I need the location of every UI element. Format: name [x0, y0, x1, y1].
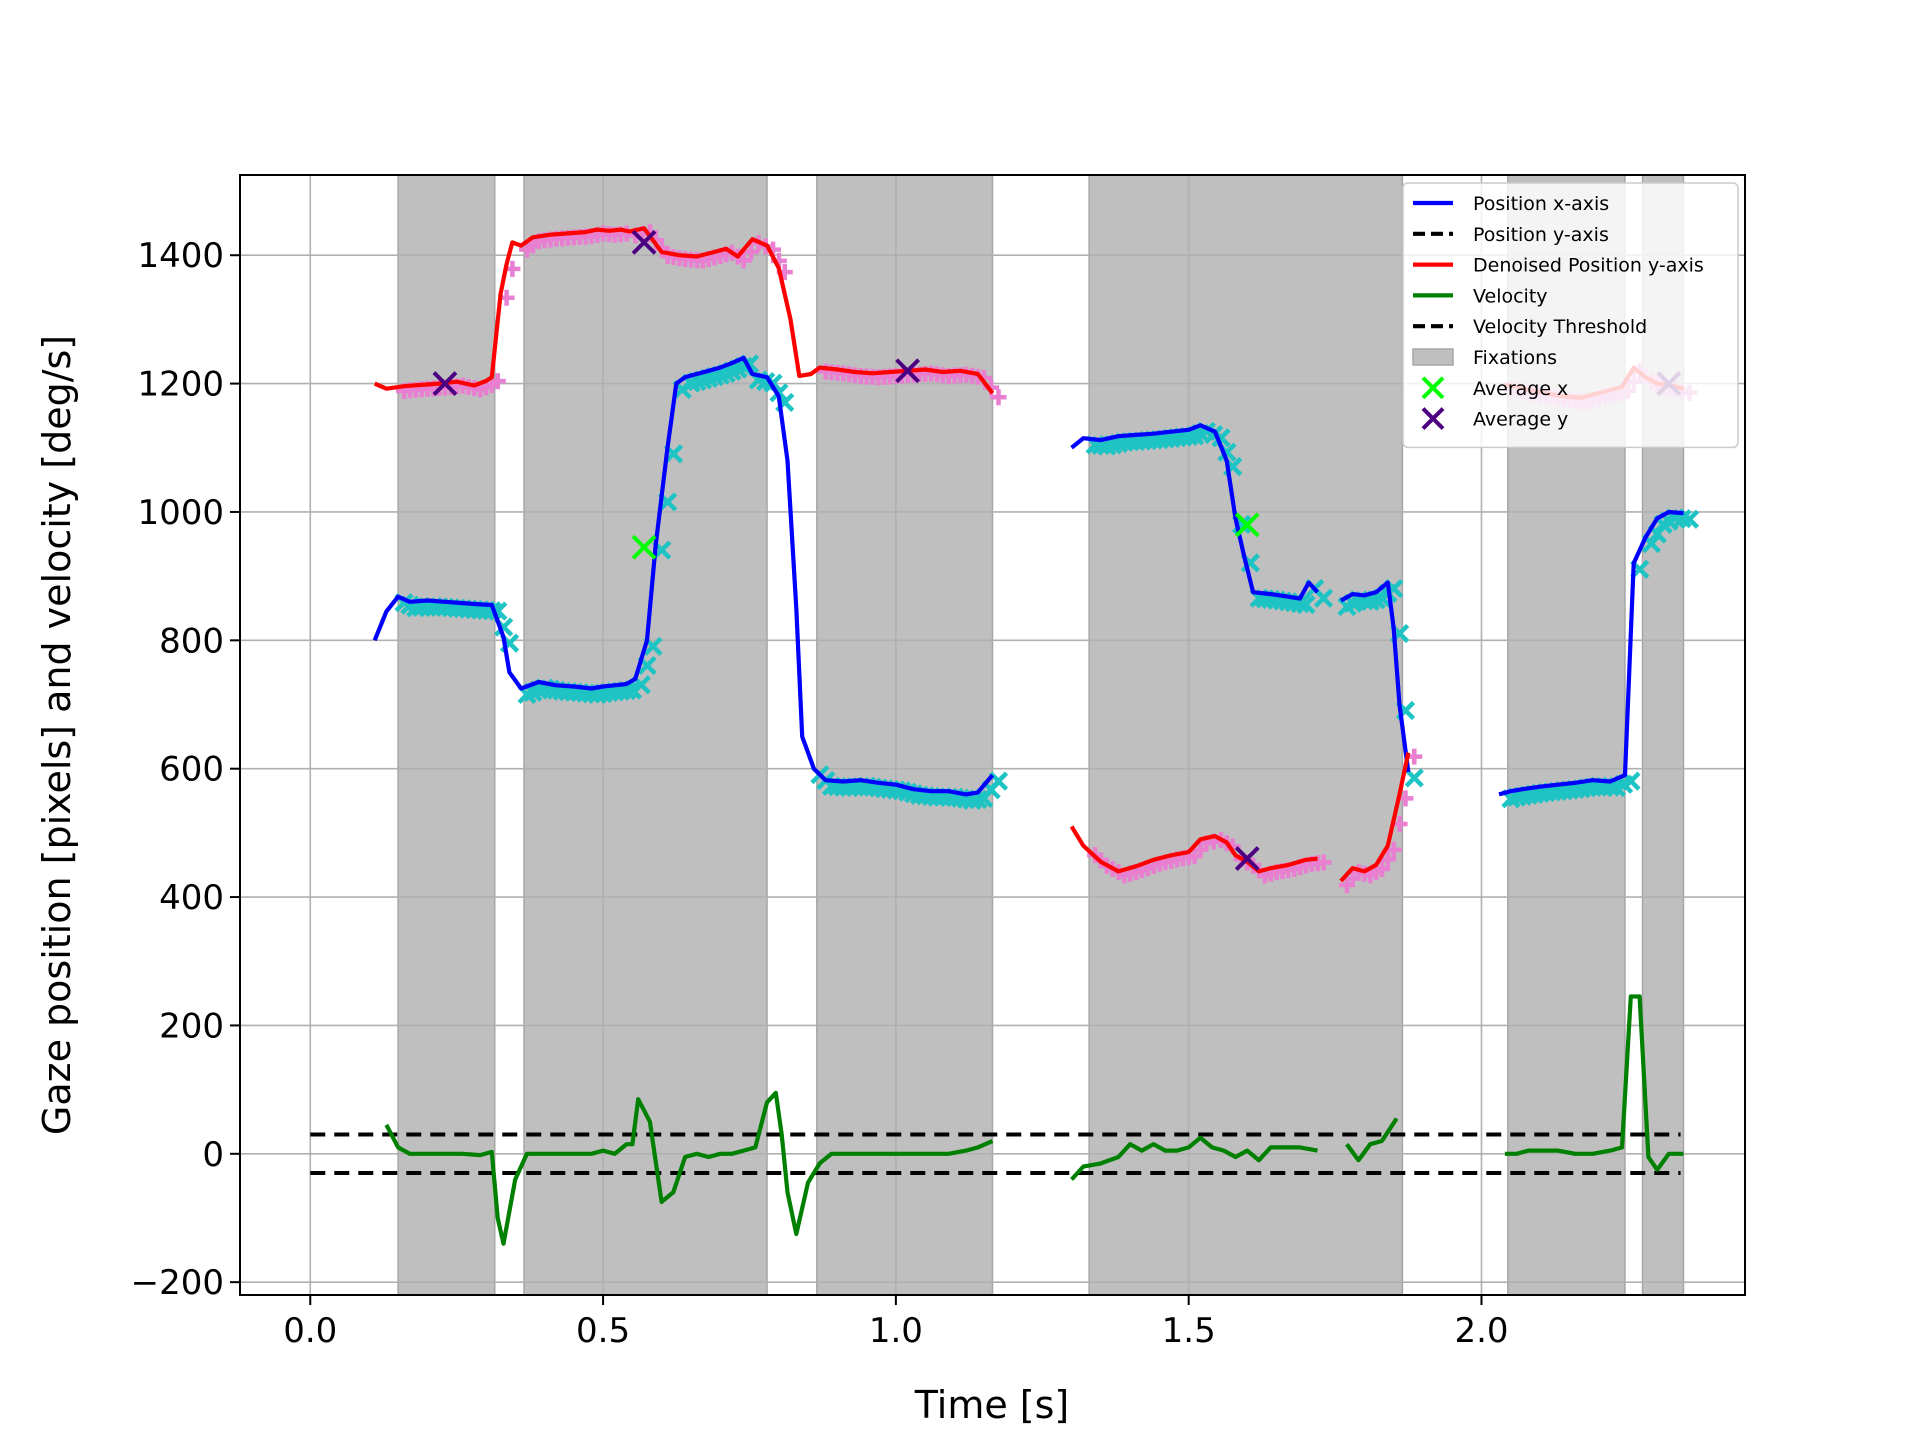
average-y-marker-2: [631, 229, 657, 255]
y-sample-56: [743, 243, 760, 260]
y-sample-91: [990, 389, 1007, 406]
legend-entry-2: Position y-axis: [1413, 224, 1609, 246]
velocity-line-segment-4: [1504, 994, 1684, 1172]
legend-entry-7: Average x: [1421, 376, 1568, 400]
y-tick-label-1: 0: [202, 1135, 224, 1175]
position-x-line-segment-4: [1498, 509, 1684, 797]
ticks-layer: 0.0 0.5 1.0 1.5 2.0 −200 0 200 400 600 800 1000 1200…: [131, 236, 1509, 1351]
averages-layer: [432, 229, 1682, 871]
legend-entry-4: Velocity: [1413, 285, 1548, 307]
y-tick-label-7: 1200: [137, 365, 224, 405]
velocity-line-segment-3: [1345, 1117, 1399, 1163]
x-sample-169: [1679, 509, 1700, 529]
fixation-span-1: [397, 174, 496, 1296]
legend-entry-3: Denoised Position y-axis: [1413, 255, 1704, 277]
legend-label-6: Fixations: [1473, 347, 1557, 369]
fixation-span-4: [1088, 174, 1404, 1296]
average-y-marker-4: [1234, 846, 1260, 871]
denoised-y-line-segment-3: [1339, 752, 1411, 883]
y-sample-139: [1385, 841, 1402, 858]
lines-layer: [310, 226, 1685, 1246]
average-x-marker-1: [631, 534, 657, 560]
denoised-y-line-segment-2: [1069, 825, 1318, 874]
legend-box: [1402, 182, 1739, 449]
legend-label-8: Average y: [1473, 409, 1568, 431]
denoised-y-line-segment-1: [373, 226, 995, 395]
legend-label-3: Denoised Position y-axis: [1473, 255, 1704, 277]
fixation-span-2: [523, 174, 768, 1296]
y-axis-label: Gaze position [pixels] and velocity [deg…: [35, 335, 79, 1135]
x-tick-label-1: 0.5: [576, 1311, 630, 1351]
legend-label-7: Average x: [1473, 378, 1568, 400]
position-x-line-segment-3: [1339, 580, 1411, 773]
y-sample-55: [735, 252, 752, 269]
legend-label-4: Velocity: [1473, 285, 1548, 307]
legend-entry-8: Average y: [1421, 407, 1568, 431]
y-tick-label-3: 400: [159, 878, 224, 918]
average-y-marker-1: [432, 371, 458, 397]
average-x-marker-2: [1234, 512, 1260, 538]
plot-frame: [239, 174, 1746, 1296]
x-tick-label-0: 0.0: [283, 1311, 337, 1351]
x-sample-128: [1313, 588, 1334, 608]
legend: Position x-axis Position y-axis Denoised P…: [1402, 182, 1739, 449]
legend-entry-1: Position x-axis: [1413, 193, 1609, 215]
velocity-line-segment-2: [1070, 1135, 1318, 1181]
average-y-marker-3: [895, 358, 921, 384]
legend-label-5: Velocity Threshold: [1473, 316, 1647, 338]
y-tick-label-2: 200: [159, 1006, 224, 1046]
x-tick-label-4: 2.0: [1454, 1311, 1508, 1351]
y-sample-130: [1315, 854, 1332, 871]
legend-entry-5: Velocity Threshold: [1413, 316, 1647, 338]
y-sample-138: [1379, 851, 1396, 868]
y-sample-137: [1374, 860, 1391, 877]
x-axis-label: Time [s]: [914, 1383, 1070, 1427]
y-tick-label-5: 800: [159, 621, 224, 661]
legend-label-1: Position x-axis: [1473, 193, 1609, 215]
y-tick-label-4: 600: [159, 750, 224, 790]
fixation-span-3: [816, 174, 994, 1296]
velocity-line-segment-1: [384, 1090, 994, 1246]
y-tick-label-6: 1000: [137, 493, 224, 533]
legend-label-2: Position y-axis: [1473, 224, 1609, 246]
legend-entry-6: Fixations: [1412, 347, 1557, 369]
position-x-line-segment-1: [372, 355, 995, 797]
x-tick-label-2: 1.0: [869, 1311, 923, 1351]
position-x-line-segment-2: [1070, 423, 1320, 601]
x-sample-140: [1404, 768, 1424, 788]
y-sample-16: [489, 373, 506, 390]
x-tick-label-3: 1.5: [1162, 1311, 1216, 1351]
fixations-layer: [397, 174, 1685, 1296]
y-tick-label-8: 1400: [137, 236, 224, 276]
y-tick-label-0: −200: [131, 1263, 224, 1303]
